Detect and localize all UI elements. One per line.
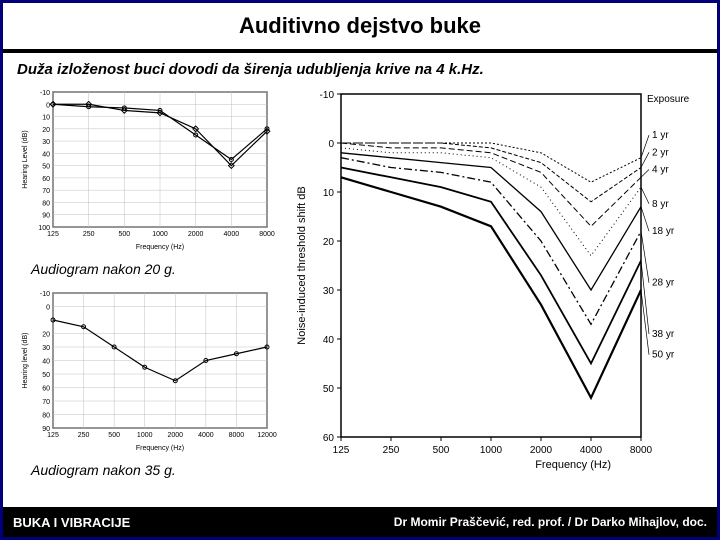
svg-text:8 yr: 8 yr	[652, 199, 669, 210]
svg-text:30: 30	[42, 345, 50, 352]
svg-text:40: 40	[323, 335, 335, 346]
svg-text:125: 125	[333, 445, 350, 456]
svg-text:500: 500	[118, 231, 130, 238]
svg-text:8000: 8000	[259, 231, 275, 238]
footer-right: Dr Momir Praščević, red. prof. / Dr Dark…	[394, 515, 707, 529]
svg-text:70: 70	[42, 188, 50, 195]
svg-text:Hearing level (dB): Hearing level (dB)	[22, 332, 29, 388]
svg-text:80: 80	[42, 413, 50, 420]
svg-text:20: 20	[42, 127, 50, 134]
svg-text:50: 50	[42, 372, 50, 379]
svg-text:70: 70	[42, 399, 50, 406]
svg-text:28 yr: 28 yr	[652, 278, 675, 289]
svg-text:0: 0	[46, 305, 50, 312]
title-area: Auditivno dejstvo buke	[3, 3, 717, 45]
svg-text:Hearing Level (dB): Hearing Level (dB)	[22, 130, 29, 188]
svg-text:250: 250	[83, 231, 95, 238]
svg-text:2000: 2000	[167, 432, 183, 439]
svg-text:Noise-induced threshold shift: Noise-induced threshold shift dB	[296, 186, 308, 344]
svg-text:18 yr: 18 yr	[652, 226, 675, 237]
svg-text:50: 50	[42, 164, 50, 171]
svg-text:500: 500	[433, 445, 450, 456]
svg-text:60: 60	[42, 176, 50, 183]
svg-text:4000: 4000	[198, 432, 214, 439]
footer: BUKA I VIBRACIJE Dr Momir Praščević, red…	[3, 507, 717, 537]
svg-text:2000: 2000	[530, 445, 553, 456]
subtitle: Duža izloženost buci dovodi da širenja u…	[3, 53, 717, 82]
svg-text:60: 60	[323, 433, 335, 444]
svg-text:Frequency (Hz): Frequency (Hz)	[535, 459, 611, 471]
right-column: -10 0 10 20 30 40 50 60125 250 500 1000 2000 4000 800…	[291, 82, 711, 477]
svg-text:2000: 2000	[188, 231, 204, 238]
svg-text:0: 0	[328, 139, 334, 150]
svg-text:0: 0	[46, 102, 50, 109]
svg-text:38 yr: 38 yr	[652, 329, 675, 340]
left-column: -100102030405060708090100125250500100020…	[17, 82, 277, 484]
svg-text:80: 80	[42, 200, 50, 207]
footer-left: BUKA I VIBRACIJE	[13, 515, 130, 530]
svg-text:20: 20	[323, 237, 335, 248]
svg-text:-10: -10	[40, 90, 50, 97]
svg-text:-10: -10	[40, 291, 50, 298]
svg-text:1000: 1000	[480, 445, 503, 456]
svg-text:30: 30	[42, 139, 50, 146]
svg-text:50 yr: 50 yr	[652, 350, 675, 361]
svg-text:8000: 8000	[630, 445, 653, 456]
svg-text:1000: 1000	[152, 231, 168, 238]
audiogram-35yr-chart: -100203040506070809012525050010002000400…	[17, 283, 277, 453]
svg-text:1 yr: 1 yr	[652, 130, 669, 141]
svg-text:40: 40	[42, 359, 50, 366]
svg-text:10: 10	[42, 115, 50, 122]
content-area: -100102030405060708090100125250500100020…	[3, 82, 717, 507]
svg-text:500: 500	[108, 432, 120, 439]
svg-text:Frequency (Hz): Frequency (Hz)	[136, 244, 184, 251]
svg-text:1000: 1000	[137, 432, 153, 439]
caption-35yr: Audiogram nakon 35 g.	[31, 462, 277, 478]
svg-text:250: 250	[78, 432, 90, 439]
svg-text:10: 10	[323, 188, 335, 199]
svg-text:250: 250	[383, 445, 400, 456]
svg-text:-10: -10	[320, 90, 335, 101]
svg-text:125: 125	[47, 432, 59, 439]
svg-text:40: 40	[42, 151, 50, 158]
svg-text:60: 60	[42, 386, 50, 393]
caption-20yr: Audiogram nakon 20 g.	[31, 261, 277, 277]
svg-text:Frequency (Hz): Frequency (Hz)	[136, 445, 184, 452]
svg-text:Exposure: Exposure	[647, 94, 690, 105]
svg-text:4000: 4000	[224, 231, 240, 238]
page-title: Auditivno dejstvo buke	[3, 13, 717, 39]
svg-text:90: 90	[42, 213, 50, 220]
exposure-chart: -10 0 10 20 30 40 50 60125 250 500 1000 2000 4000 800…	[291, 82, 711, 472]
svg-text:20: 20	[42, 332, 50, 339]
svg-text:125: 125	[47, 231, 59, 238]
svg-text:50: 50	[323, 384, 335, 395]
svg-text:4 yr: 4 yr	[652, 164, 669, 175]
svg-text:2 yr: 2 yr	[652, 147, 669, 158]
svg-text:30: 30	[323, 286, 335, 297]
svg-text:4000: 4000	[580, 445, 603, 456]
audiogram-20yr-chart: -100102030405060708090100125250500100020…	[17, 82, 277, 252]
svg-text:12000: 12000	[257, 432, 277, 439]
slide: Auditivno dejstvo buke Duža izloženost b…	[0, 0, 720, 540]
svg-text:8000: 8000	[229, 432, 245, 439]
